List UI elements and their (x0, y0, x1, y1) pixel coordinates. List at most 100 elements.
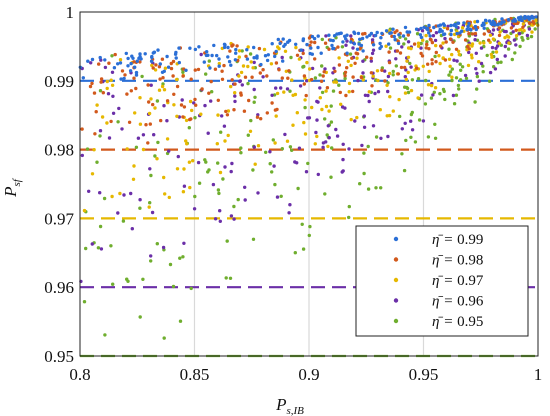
data-point (397, 33, 401, 37)
data-point (182, 105, 187, 109)
data-point (366, 93, 370, 98)
data-point (242, 109, 247, 113)
data-point (519, 15, 523, 20)
data-point (252, 56, 256, 60)
data-point (208, 66, 212, 70)
data-point (459, 68, 463, 73)
data-point (487, 38, 491, 42)
data-point (226, 45, 230, 50)
data-point (460, 65, 465, 69)
data-point (251, 237, 256, 241)
data-point (511, 19, 515, 23)
data-point (424, 33, 428, 38)
data-point (530, 15, 534, 19)
data-point (305, 79, 309, 83)
data-point (148, 122, 152, 126)
data-point (430, 58, 434, 62)
data-point (529, 34, 534, 39)
data-point (276, 37, 280, 42)
data-point (149, 97, 153, 101)
data-point (408, 61, 412, 66)
data-point (394, 64, 398, 68)
data-point (332, 34, 337, 38)
data-point (427, 31, 431, 35)
data-point (485, 53, 489, 58)
data-point (138, 96, 142, 100)
data-point (525, 33, 530, 38)
data-point (466, 24, 470, 29)
data-point (117, 106, 121, 111)
data-point (403, 121, 407, 126)
data-point (286, 40, 290, 44)
data-point (409, 119, 413, 123)
data-point (502, 29, 507, 34)
data-point (274, 86, 278, 90)
data-point (222, 124, 227, 128)
data-point (253, 162, 257, 166)
data-point (368, 33, 372, 37)
data-point (431, 93, 435, 97)
data-point (216, 161, 220, 165)
data-point (246, 81, 250, 86)
data-point (527, 21, 532, 25)
data-point (487, 79, 492, 83)
data-point (84, 246, 88, 251)
data-point (241, 64, 246, 68)
data-point (265, 74, 269, 78)
y-tick-label: 0.95 (44, 347, 74, 366)
data-point (464, 76, 469, 81)
data-point (525, 16, 529, 20)
data-point (438, 61, 442, 66)
data-point (370, 51, 375, 56)
data-point (484, 19, 488, 23)
data-point (271, 138, 275, 142)
legend-label: η̄ = 0.99 (432, 232, 483, 248)
data-point (343, 70, 348, 75)
data-point (240, 83, 244, 87)
data-point (439, 44, 443, 48)
data-point (534, 15, 538, 19)
data-point (152, 50, 157, 54)
data-point (318, 73, 322, 77)
data-point (316, 45, 320, 50)
data-point (344, 93, 348, 98)
data-point (481, 70, 485, 74)
data-point (80, 127, 84, 131)
data-point (517, 31, 522, 36)
data-point (290, 148, 294, 152)
data-point (210, 53, 214, 58)
data-point (288, 145, 293, 149)
data-point (460, 26, 465, 30)
data-point (162, 104, 166, 108)
data-point (160, 84, 165, 89)
data-point (360, 36, 365, 41)
data-point (467, 21, 471, 26)
data-point (243, 185, 247, 189)
data-point (509, 26, 514, 30)
data-point (312, 36, 317, 41)
data-point (146, 83, 150, 87)
data-point (406, 33, 410, 37)
data-point (491, 19, 495, 23)
data-point (427, 47, 431, 51)
data-point (393, 38, 397, 42)
data-point (246, 45, 250, 49)
data-point (109, 78, 113, 82)
data-point (287, 69, 291, 73)
data-point (337, 63, 342, 67)
data-point (356, 31, 361, 36)
data-point (404, 77, 409, 82)
data-point (107, 61, 111, 65)
data-point (490, 55, 494, 59)
data-point (347, 90, 351, 94)
data-point (291, 123, 295, 127)
data-point (126, 64, 130, 68)
data-point (286, 76, 290, 80)
data-point (149, 83, 153, 87)
data-point (457, 87, 461, 91)
data-point (300, 222, 304, 226)
data-point (426, 135, 431, 139)
data-point (281, 59, 285, 63)
data-point (152, 133, 156, 137)
data-point (165, 119, 169, 123)
